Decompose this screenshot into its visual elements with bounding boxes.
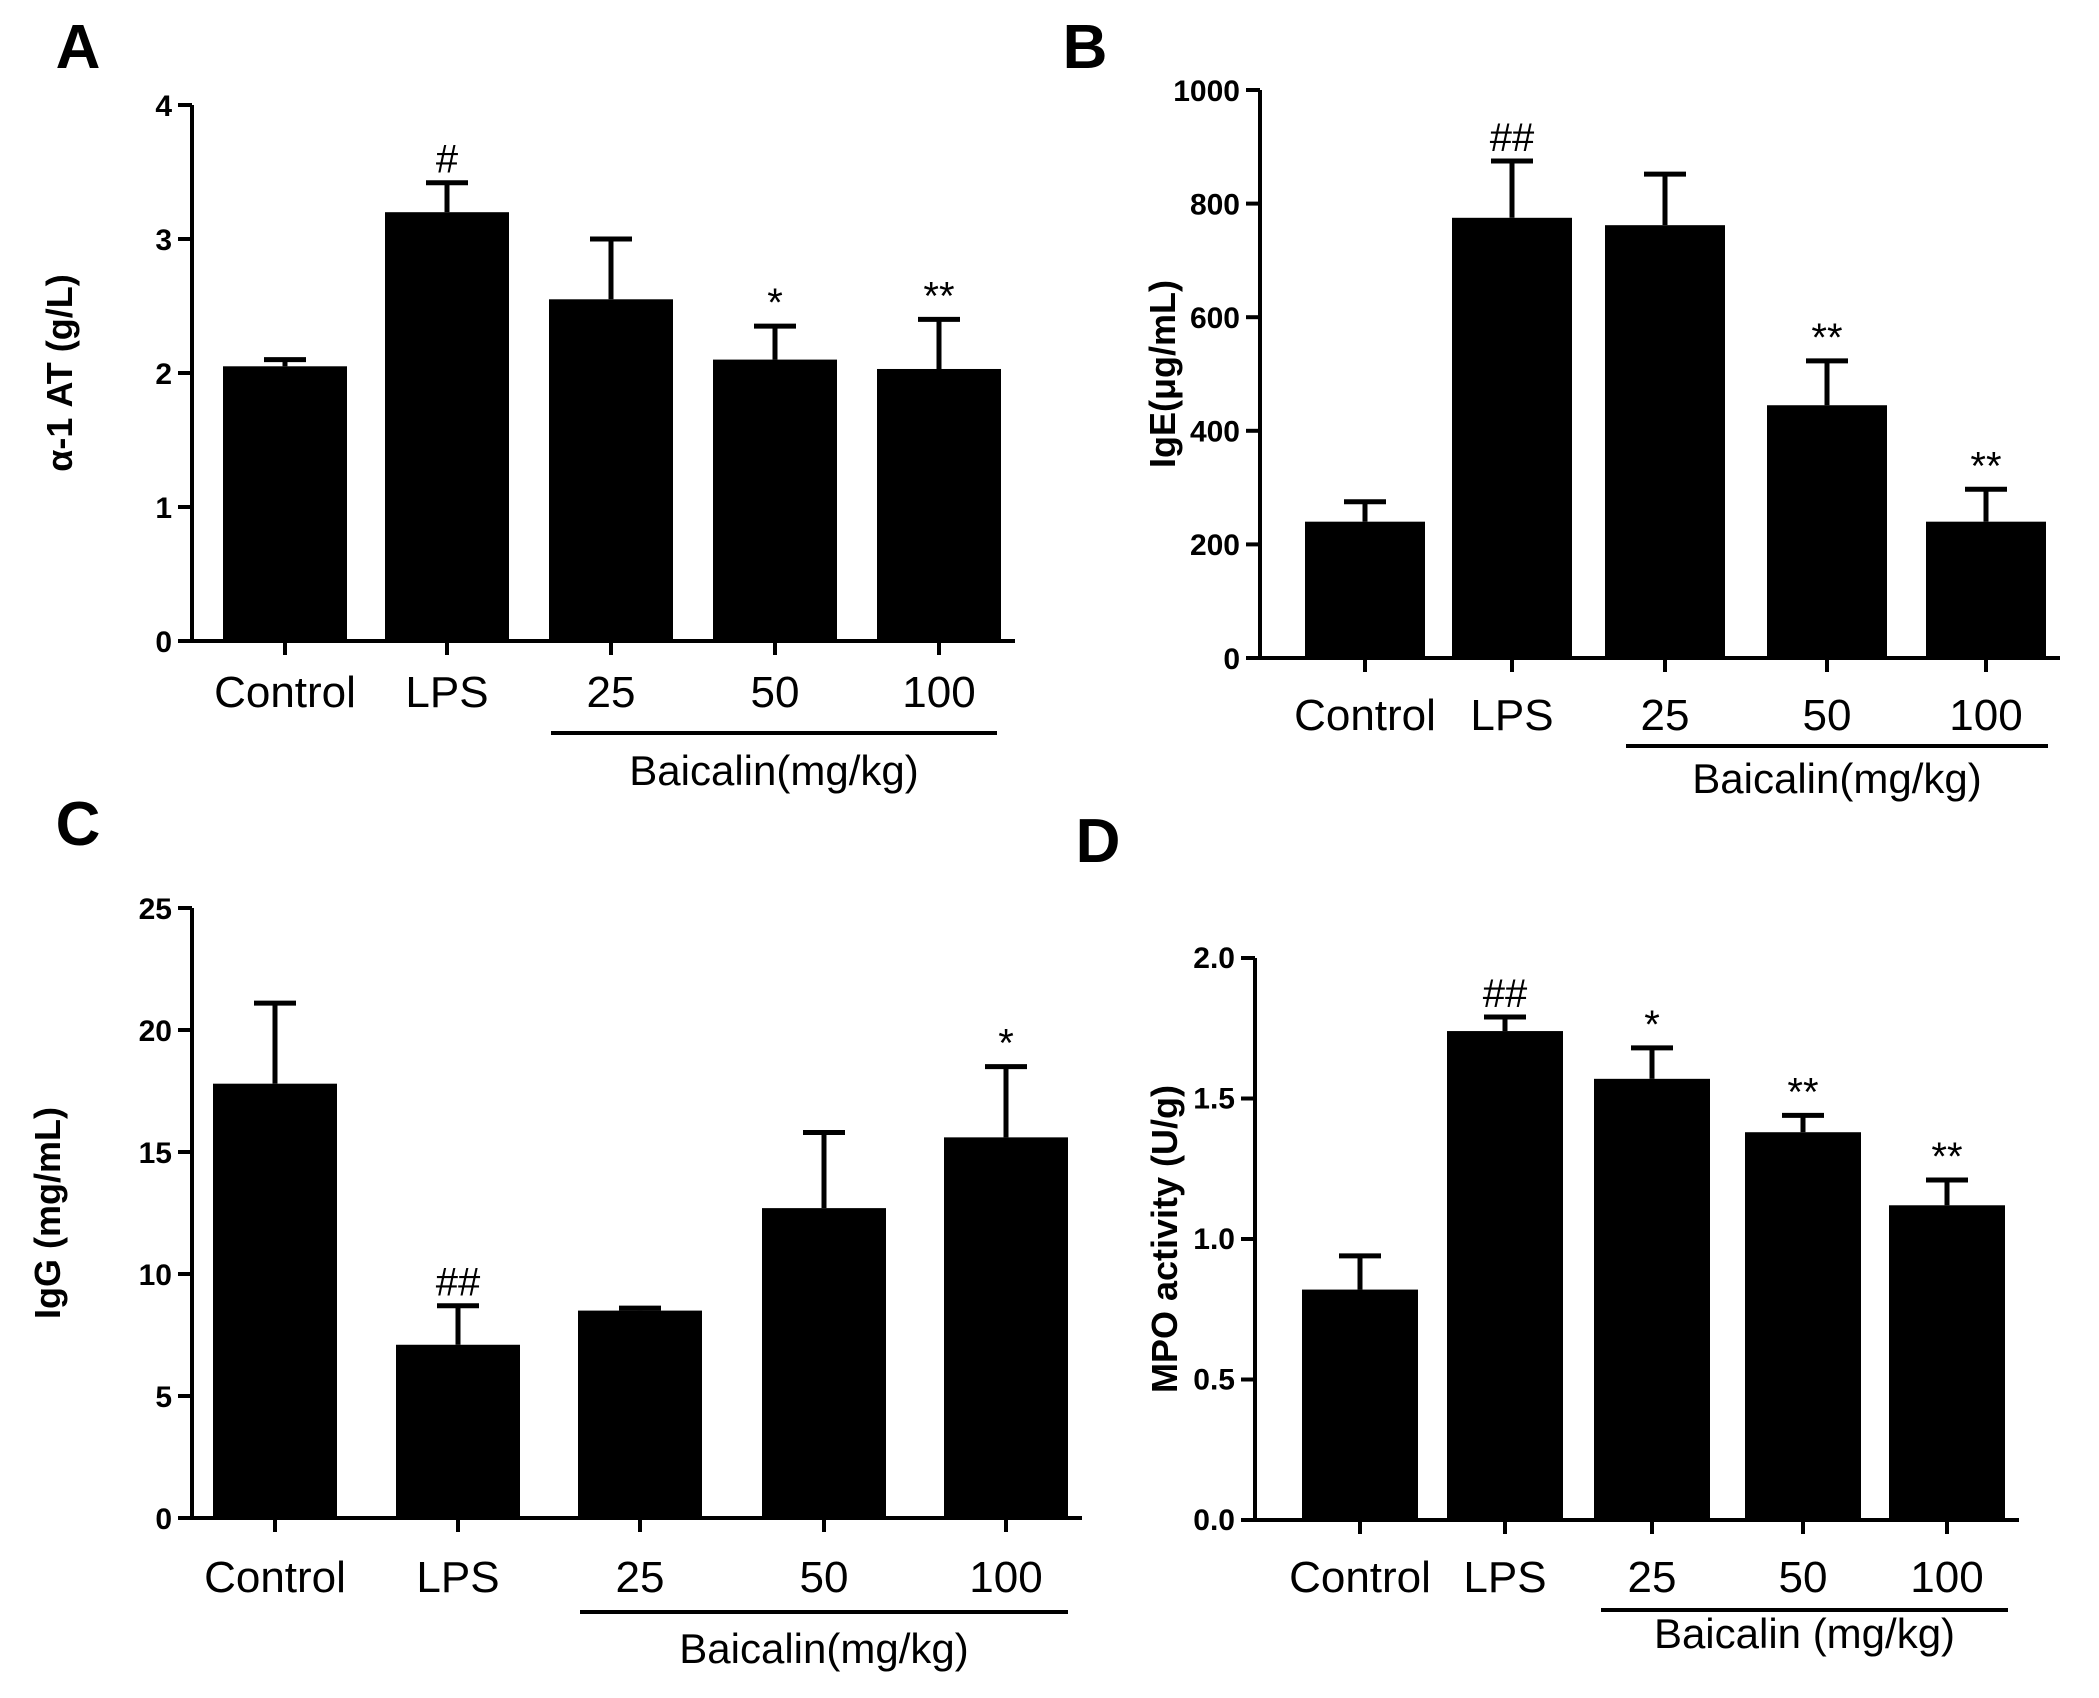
panel-a-significance-mark: #	[436, 138, 459, 182]
panel-c-bar	[396, 1344, 520, 1518]
panel-d-y-axis-title: MPO activity (U/g)	[1144, 1085, 1185, 1393]
panel-a-significance-mark: *	[767, 281, 783, 325]
panel-d-bar	[1594, 1078, 1710, 1520]
panel-d-category-label: 25	[1628, 1553, 1677, 1602]
panel-c-ytick-label: 25	[139, 893, 172, 926]
panel-d-bar	[1745, 1132, 1861, 1520]
panel-d-ytick-label: 1.0	[1193, 1223, 1235, 1256]
panel-b-ytick-label: 1000	[1173, 75, 1240, 108]
panel-c-category-label: 25	[616, 1553, 665, 1602]
panel-b-bar	[1926, 521, 2046, 658]
panel-c-bar	[762, 1208, 886, 1518]
panel-b-ytick-label: 600	[1190, 302, 1240, 335]
panel-d-significance-mark: **	[1931, 1135, 1962, 1179]
panel-c-category-label: Control	[204, 1553, 346, 1602]
panel-d-group-label: Baicalin (mg/kg)	[1654, 1610, 1955, 1657]
panel-b-ytick-label: 400	[1190, 416, 1240, 449]
panel-a-bar	[877, 368, 1001, 641]
panel-c-bar	[944, 1137, 1068, 1518]
panel-a-significance-mark: **	[923, 274, 954, 318]
panel-d-bar	[1889, 1205, 2005, 1520]
panel-d-ytick-label: 1.5	[1193, 1083, 1235, 1116]
panel-a-group-label: Baicalin(mg/kg)	[629, 747, 918, 794]
panel-b-significance-mark: **	[1970, 444, 2001, 488]
panel-c-significance-mark: *	[998, 1022, 1014, 1066]
panel-a-category-label: 25	[587, 668, 636, 717]
panel-c-category-label: LPS	[416, 1553, 499, 1602]
panel-a-ytick-label: 0	[155, 626, 172, 659]
panel-d-ytick-label: 0.0	[1193, 1504, 1235, 1537]
panel-c-letter: C	[56, 790, 101, 859]
panel-d-bar	[1302, 1289, 1418, 1520]
panel-d-ytick-label: 2.0	[1193, 942, 1235, 975]
panel-b-bar	[1767, 405, 1887, 658]
panel-b-bar	[1605, 225, 1725, 658]
panel-b-y-axis-title: IgE(μg/mL)	[1142, 280, 1183, 468]
panel-c-significance-mark: ##	[436, 1261, 481, 1305]
panel-a-ytick-label: 4	[155, 90, 172, 123]
panel-c-ytick-label: 20	[139, 1015, 172, 1048]
panel-b-category-label: Control	[1294, 691, 1436, 740]
panel-a-bar	[223, 366, 347, 641]
panel-c-ytick-label: 10	[139, 1259, 172, 1292]
panel-a-category-label: LPS	[405, 668, 488, 717]
panel-c-bar	[213, 1083, 337, 1518]
panel-d-bar	[1447, 1031, 1563, 1520]
panel-c-ytick-label: 0	[155, 1503, 172, 1536]
panel-d-category-label: 50	[1779, 1553, 1828, 1602]
panel-b-significance-mark: **	[1811, 316, 1842, 360]
panel-c-y-axis-title: IgG (mg/mL)	[27, 1107, 68, 1319]
panel-b-ytick-label: 800	[1190, 188, 1240, 221]
panel-d-significance-mark: ##	[1483, 972, 1528, 1016]
panel-c-ytick-label: 15	[139, 1137, 172, 1170]
panel-b-bar	[1452, 217, 1572, 659]
panel-d-category-label: 100	[1910, 1553, 1983, 1602]
panel-d-ytick-label: 0.5	[1193, 1364, 1235, 1397]
panel-a-category-label: Control	[214, 668, 356, 717]
panel-c-group-label: Baicalin(mg/kg)	[679, 1625, 968, 1672]
panel-a-ytick-label: 1	[155, 492, 172, 525]
panel-a-y-axis-title: α-1 AT (g/L)	[39, 274, 80, 471]
panel-c-category-label: 100	[969, 1553, 1042, 1602]
panel-b-category-label: 50	[1803, 691, 1852, 740]
panel-a-category-label: 50	[751, 668, 800, 717]
panel-a-bar	[385, 212, 509, 641]
panel-b-bar	[1305, 521, 1425, 658]
panel-b-group-label: Baicalin(mg/kg)	[1692, 755, 1981, 802]
panel-b-ytick-label: 200	[1190, 529, 1240, 562]
panel-c-ytick-label: 5	[155, 1381, 172, 1414]
panel-a-bar	[713, 359, 837, 641]
panel-a-letter: A	[56, 13, 101, 82]
panel-d-significance-mark: **	[1787, 1070, 1818, 1114]
panel-a-ytick-label: 2	[155, 358, 172, 391]
panel-a-bar	[549, 299, 673, 641]
panel-a-category-label: 100	[902, 668, 975, 717]
panel-c-category-label: 50	[800, 1553, 849, 1602]
panel-b-category-label: 100	[1949, 691, 2022, 740]
panel-d-category-label: Control	[1289, 1553, 1431, 1602]
panel-b-category-label: LPS	[1470, 691, 1553, 740]
panel-d-category-label: LPS	[1463, 1553, 1546, 1602]
panel-b-significance-mark: ##	[1490, 116, 1535, 160]
panel-a-ytick-label: 3	[155, 224, 172, 257]
panel-d-significance-mark: *	[1644, 1003, 1660, 1047]
panel-c-bar	[578, 1310, 702, 1518]
panel-b-letter: B	[1063, 13, 1108, 82]
panel-d-letter: D	[1076, 807, 1121, 876]
panel-b-category-label: 25	[1641, 691, 1690, 740]
panel-b-ytick-label: 0	[1223, 643, 1240, 676]
